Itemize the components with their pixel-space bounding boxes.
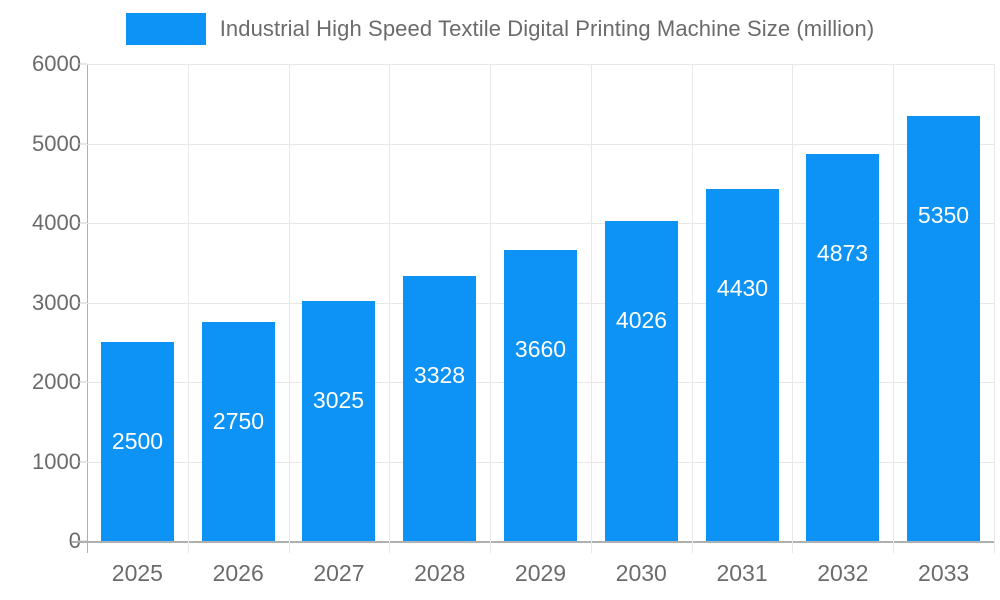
x-axis-tick-label: 2025 — [111, 560, 163, 586]
x-axis-tick-label: 2029 — [514, 560, 567, 586]
bar-value-label: 3660 — [514, 336, 567, 363]
y-axis-tick-label: 6000 — [32, 51, 81, 76]
bar[interactable]: 2750 — [202, 322, 275, 541]
y-axis-tick-label: 5000 — [32, 130, 81, 156]
y-axis-tick-label: 2000 — [32, 369, 81, 394]
x-axis-tick-label: 2033 — [918, 560, 970, 586]
y-axis-tick-mark — [77, 222, 87, 224]
y-axis-tick-mark — [77, 381, 87, 383]
x-axis-tick-label: 2030 — [615, 560, 667, 586]
y-axis-tick-label: 3000 — [32, 289, 81, 315]
gridline-vertical — [591, 64, 592, 553]
bar-value-label: 5350 — [917, 201, 970, 228]
bar[interactable]: 5350 — [907, 115, 980, 541]
bar[interactable]: 3025 — [302, 300, 375, 541]
bar[interactable]: 4873 — [806, 153, 879, 541]
plot-area: 2500 2750 3025 3328 3660 4026 4430 4873 5350 — [87, 64, 995, 553]
legend-item-series-1[interactable]: Industrial High Speed Textile Digital Pr… — [125, 13, 875, 45]
y-axis-tick-label: 1000 — [32, 448, 81, 474]
x-axis-tick-label: 2028 — [414, 560, 466, 586]
y-axis-tick-mark — [77, 302, 87, 303]
y-axis-tick-mark — [77, 461, 87, 462]
x-axis-tick-label: 2027 — [313, 560, 365, 586]
y-axis-tick-mark — [77, 63, 87, 65]
x-axis-tick-label: 2032 — [817, 560, 869, 586]
gridline-vertical — [792, 64, 793, 553]
bar-value-label: 4026 — [615, 306, 668, 333]
y-axis-tick-mark — [77, 143, 87, 144]
gridline-vertical — [188, 64, 189, 553]
gridline-vertical — [994, 64, 995, 553]
gridline-vertical — [692, 64, 693, 553]
bar-value-label: 3328 — [413, 362, 466, 389]
x-axis-tick-label: 2031 — [716, 560, 768, 586]
gridline-vertical — [490, 64, 491, 553]
y-axis-line — [87, 64, 88, 553]
gridline-vertical — [289, 64, 290, 553]
gridline-horizontal — [87, 143, 994, 145]
bar-value-label: 2750 — [212, 408, 265, 435]
bar[interactable]: 3328 — [403, 276, 476, 541]
bar[interactable]: 4026 — [605, 220, 678, 541]
gridline-horizontal — [87, 223, 994, 224]
bar[interactable]: 4430 — [706, 188, 779, 541]
y-axis-tick-labels: 0 1000 2000 3000 4000 5000 6000 — [0, 0, 87, 600]
x-axis-tick-label: 2026 — [212, 560, 264, 586]
gridline-vertical — [389, 64, 390, 553]
legend-color-swatch-icon — [125, 13, 206, 45]
bar[interactable]: 3660 — [504, 250, 577, 541]
y-axis-tick-label: 0 — [15, 528, 87, 554]
bar-value-label: 3025 — [312, 386, 365, 413]
gridline-vertical — [893, 64, 894, 553]
bar[interactable]: 2500 — [101, 342, 174, 541]
y-axis-tick-label: 4000 — [32, 210, 81, 235]
gridline-horizontal — [87, 64, 994, 65]
bar-value-label: 2500 — [111, 428, 164, 455]
chart-legend: Industrial High Speed Textile Digital Pr… — [0, 0, 1000, 58]
bar-value-label: 4430 — [716, 274, 769, 301]
x-axis-line — [72, 541, 994, 543]
legend-item-label: Industrial High Speed Textile Digital Pr… — [219, 16, 875, 41]
bar-value-label: 4873 — [816, 239, 869, 266]
